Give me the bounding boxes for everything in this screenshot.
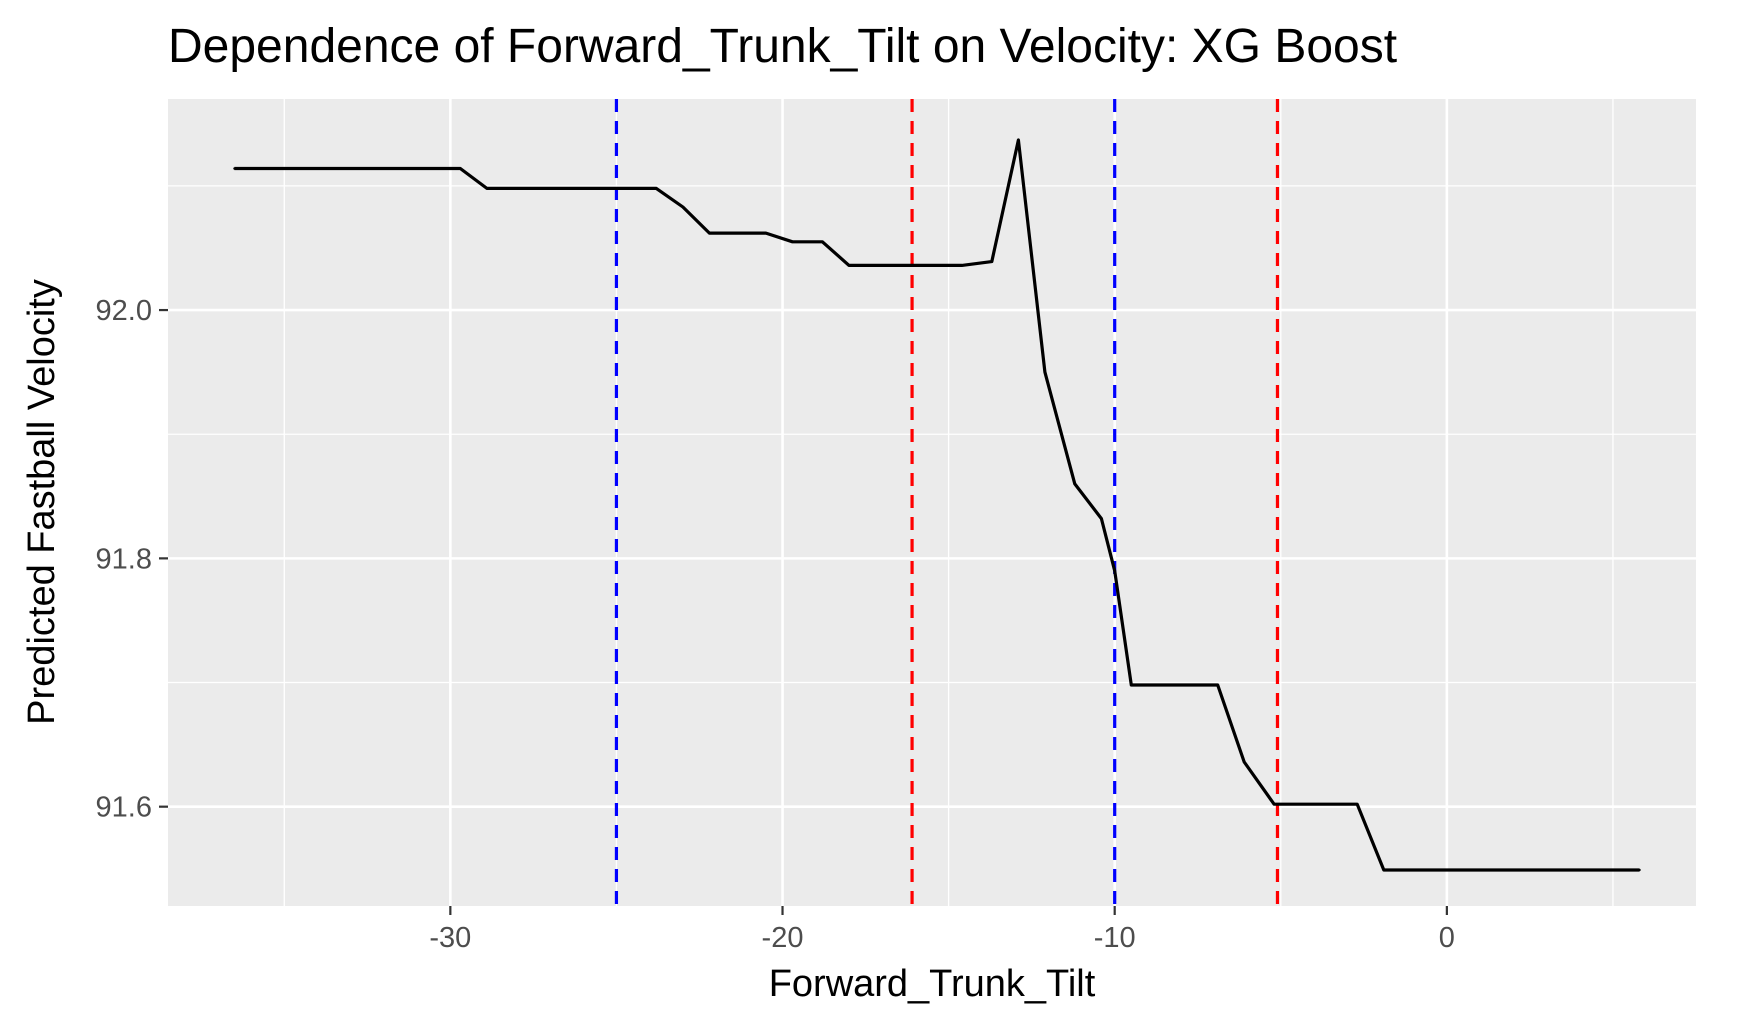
data-point xyxy=(485,187,489,190)
data-point xyxy=(1382,868,1385,872)
data-point xyxy=(1113,569,1116,572)
x-tick-label: -30 xyxy=(429,922,471,954)
data-point xyxy=(764,231,768,235)
series-layer xyxy=(233,138,1641,872)
data-point xyxy=(1073,482,1077,486)
y-tick-label: 92.0 xyxy=(96,295,152,327)
data-point xyxy=(1043,370,1047,374)
data-point xyxy=(821,240,824,243)
y-tick-label: 91.8 xyxy=(96,543,152,575)
x-tick-label: -20 xyxy=(762,922,804,954)
y-axis-title: Predicted Fastball Velocity xyxy=(21,279,63,725)
data-point xyxy=(791,240,794,243)
data-point xyxy=(708,231,711,235)
y-axis: 91.6 91.8 92.0 xyxy=(96,295,168,824)
data-point xyxy=(847,264,851,267)
data-point xyxy=(1355,802,1359,806)
chart-title: Dependence of Forward_Trunk_Tilt on Velo… xyxy=(168,20,1397,73)
data-point xyxy=(1100,517,1103,520)
data-point xyxy=(681,205,685,209)
data-point xyxy=(1130,683,1133,687)
data-point xyxy=(655,187,658,190)
data-point xyxy=(233,167,236,170)
x-tick-label: -10 xyxy=(1094,922,1136,954)
series-line xyxy=(234,138,1640,872)
x-tick-label: 0 xyxy=(1439,922,1455,954)
data-point xyxy=(990,260,993,263)
plot-panel xyxy=(168,99,1696,906)
data-point xyxy=(1216,683,1219,687)
reference-lines xyxy=(614,99,1280,906)
data-point xyxy=(960,264,964,267)
data-point xyxy=(1638,868,1641,872)
data-point xyxy=(459,167,462,170)
data-point xyxy=(1243,760,1246,764)
data-point xyxy=(1017,138,1020,142)
x-axis: -30 -20 -10 0 xyxy=(429,906,1455,954)
data-point xyxy=(1272,802,1276,806)
y-tick-label: 91.6 xyxy=(96,792,152,824)
x-axis-title: Forward_Trunk_Tilt xyxy=(769,963,1096,1005)
